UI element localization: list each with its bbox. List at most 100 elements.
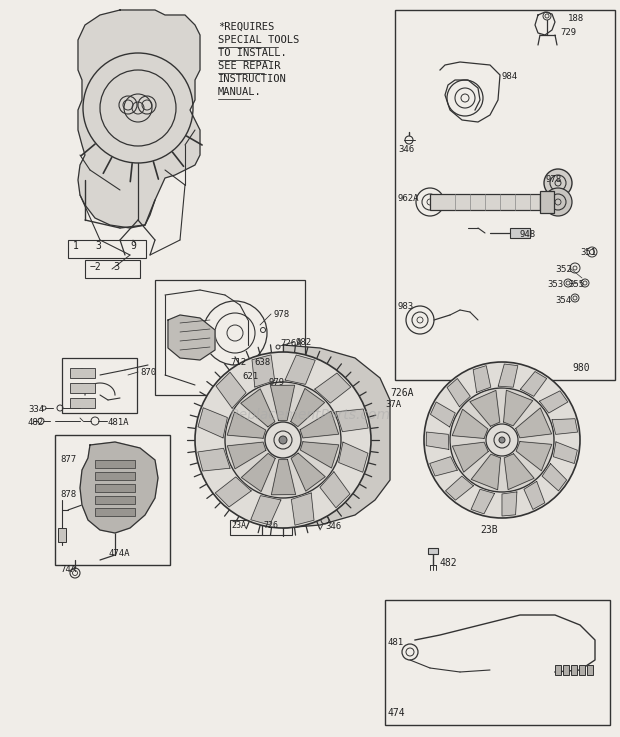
Polygon shape [470, 391, 500, 426]
Text: 353: 353 [547, 280, 563, 289]
Text: 346: 346 [325, 522, 341, 531]
Text: 474A: 474A [108, 549, 130, 558]
Text: SPECIAL TOOLS: SPECIAL TOOLS [218, 35, 299, 45]
Text: 1: 1 [73, 241, 79, 251]
Text: 877: 877 [60, 455, 76, 464]
Circle shape [450, 388, 554, 492]
Polygon shape [283, 345, 390, 528]
Polygon shape [471, 454, 500, 490]
Bar [571, 665, 577, 675]
Circle shape [544, 169, 572, 197]
Polygon shape [471, 489, 495, 514]
Bar [95, 496, 135, 504]
Polygon shape [241, 389, 275, 427]
Text: 980: 980 [572, 363, 590, 373]
Polygon shape [502, 492, 517, 516]
Bar [155, 280, 305, 395]
Polygon shape [516, 441, 552, 471]
Text: INSTRUCTION: INSTRUCTION [218, 74, 286, 84]
Bar [95, 508, 135, 516]
Text: 638: 638 [254, 358, 270, 367]
Text: 474: 474 [387, 708, 405, 718]
Circle shape [424, 362, 580, 518]
Polygon shape [252, 354, 275, 387]
Bar [58, 528, 66, 542]
Text: 482: 482 [28, 418, 44, 427]
Bar [70, 368, 95, 378]
Circle shape [195, 352, 371, 528]
Text: 482: 482 [440, 558, 458, 568]
Polygon shape [78, 10, 200, 228]
Polygon shape [453, 442, 488, 472]
Bar [510, 228, 530, 238]
Polygon shape [320, 472, 350, 508]
Circle shape [265, 422, 301, 458]
Polygon shape [250, 495, 281, 525]
Text: *REQUIRES: *REQUIRES [218, 22, 274, 32]
Text: 729: 729 [560, 28, 576, 37]
Text: −2: −2 [90, 262, 102, 272]
Bar [428, 548, 438, 554]
Text: 351: 351 [580, 248, 596, 257]
Bar [62, 358, 137, 413]
Bar [262, 520, 292, 535]
Text: 23B: 23B [480, 525, 498, 535]
Text: MANUAL.: MANUAL. [218, 87, 262, 97]
Text: 978: 978 [546, 175, 562, 184]
Polygon shape [554, 442, 577, 464]
Text: 3: 3 [95, 241, 101, 251]
Polygon shape [291, 493, 314, 525]
Polygon shape [430, 402, 455, 427]
Bar [385, 600, 610, 725]
Bar [579, 665, 585, 675]
Text: 983: 983 [398, 302, 414, 311]
Polygon shape [300, 411, 339, 438]
Bar [230, 520, 262, 535]
Text: 962A: 962A [398, 194, 420, 203]
Bar [95, 460, 135, 468]
Polygon shape [216, 372, 246, 408]
Polygon shape [336, 409, 368, 432]
Bar [430, 194, 540, 210]
Polygon shape [198, 408, 228, 438]
Text: TO INSTALL.: TO INSTALL. [218, 48, 286, 58]
Polygon shape [552, 419, 578, 434]
Bar [68, 240, 146, 258]
Text: 9: 9 [130, 241, 136, 251]
Polygon shape [516, 408, 552, 438]
Text: 726: 726 [263, 521, 278, 530]
Text: 481A: 481A [108, 418, 130, 427]
Polygon shape [426, 432, 449, 450]
Circle shape [544, 188, 572, 216]
Polygon shape [339, 442, 368, 472]
Text: 878: 878 [60, 490, 76, 499]
Polygon shape [227, 412, 266, 439]
Bar [95, 484, 135, 492]
Polygon shape [80, 442, 158, 533]
Polygon shape [504, 454, 534, 489]
Polygon shape [270, 385, 294, 421]
Bar [587, 665, 593, 675]
Polygon shape [198, 448, 230, 471]
Polygon shape [241, 453, 275, 492]
Text: 334: 334 [28, 405, 44, 414]
Polygon shape [430, 457, 457, 476]
Polygon shape [503, 390, 533, 426]
Text: 355: 355 [568, 280, 584, 289]
Text: 481: 481 [387, 638, 403, 647]
Polygon shape [300, 441, 339, 468]
Polygon shape [447, 379, 470, 407]
Bar [563, 665, 569, 675]
Polygon shape [215, 477, 251, 507]
Polygon shape [520, 371, 547, 397]
Bar [85, 260, 140, 278]
Text: 948: 948 [520, 230, 536, 239]
Text: 726A: 726A [390, 388, 414, 398]
Text: SEE REPAIR: SEE REPAIR [218, 61, 280, 71]
Text: 621: 621 [242, 372, 258, 381]
Text: 726A: 726A [280, 339, 301, 348]
Bar [55, 435, 170, 565]
Polygon shape [446, 476, 474, 500]
Polygon shape [524, 481, 545, 509]
Bar [70, 383, 95, 393]
